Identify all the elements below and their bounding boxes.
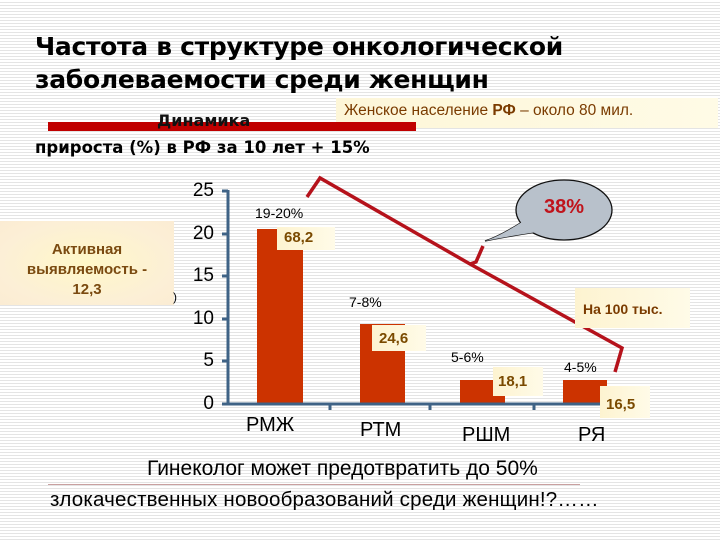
bottom-text-line-1: Гинеколог может предотвратить до 50% xyxy=(147,457,538,480)
callout-text: 38% xyxy=(543,196,585,218)
bar-rmzh xyxy=(257,229,303,404)
category-label: РЯ xyxy=(578,424,606,446)
dynamics-growth-text: прироста (%) в РФ за 10 лет + 15% xyxy=(35,138,370,157)
slide-title: Частота в структуре онкологической забол… xyxy=(35,30,563,96)
rate-label: 18,1 xyxy=(498,373,528,390)
share-label: 19-20% xyxy=(255,205,304,221)
axes xyxy=(226,190,612,406)
y-tick-label: 0 xyxy=(203,393,214,414)
rate-label: 24,6 xyxy=(379,330,409,347)
stray-glyph: ) xyxy=(173,290,177,304)
category-label: РШМ xyxy=(462,424,511,446)
population-note-prefix: Женское население xyxy=(344,102,493,119)
bottom-text-line-2: злокачественных новообразований среди же… xyxy=(50,488,599,511)
per-100k-note-box xyxy=(575,288,690,328)
population-note: Женское население РФ – около 80 мил. xyxy=(344,102,633,120)
bottom-divider xyxy=(48,484,580,485)
rate-label-box xyxy=(493,367,543,396)
active-detection-text: Активная выявляемость - 12,3 xyxy=(0,240,174,300)
y-tick-label: 10 xyxy=(192,308,214,329)
y-tick-label: 5 xyxy=(203,350,214,371)
x-ticks xyxy=(328,404,536,410)
per-100k-note: На 100 тыс. xyxy=(583,301,663,317)
bar-rshm xyxy=(460,380,505,404)
y-tick-label: 25 xyxy=(192,180,214,201)
rate-label: 16,5 xyxy=(606,396,636,413)
rate-label-box xyxy=(600,386,650,418)
category-label: РМЖ xyxy=(246,414,295,436)
active-detection-line-2: выявляемость - xyxy=(26,261,148,278)
share-label: 4-5% xyxy=(564,359,597,375)
dynamics-label: Динамика xyxy=(157,111,251,130)
y-tick-label: 20 xyxy=(192,223,214,244)
bracket-annotation xyxy=(305,175,625,373)
y-tick-label: 15 xyxy=(192,265,214,286)
category-label: РТМ xyxy=(360,419,402,441)
rate-label-box xyxy=(372,325,426,351)
rate-label-box xyxy=(277,227,335,250)
population-note-bold: РФ xyxy=(492,102,516,119)
share-label: 5-6% xyxy=(451,349,484,365)
bar-rya xyxy=(563,380,607,404)
rate-label: 68,2 xyxy=(284,229,314,246)
callout-bubble xyxy=(484,179,613,242)
share-label: 7-8% xyxy=(349,294,382,310)
title-line-2: заболеваемости среди женщин xyxy=(35,65,489,94)
y-ticks xyxy=(222,189,228,406)
active-detection-value: 12,3 xyxy=(72,281,102,298)
bar-rtm xyxy=(360,324,405,404)
title-line-1: Частота в структуре онкологической xyxy=(35,32,564,61)
active-detection-line-1: Активная xyxy=(51,241,123,258)
active-detection-box xyxy=(0,221,174,305)
red-divider-bar xyxy=(48,122,416,131)
population-note-suffix: – около 80 мил. xyxy=(515,102,634,119)
